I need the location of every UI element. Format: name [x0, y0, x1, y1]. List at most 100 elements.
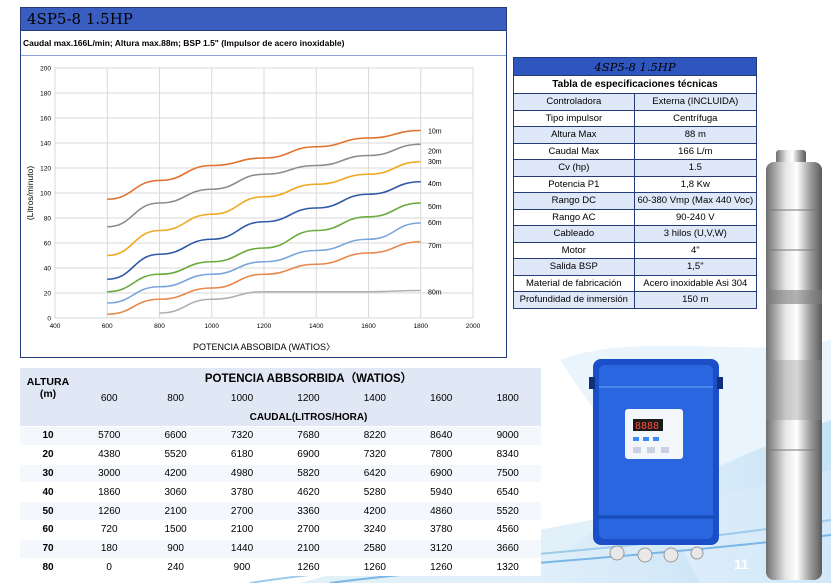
spec-row: Rango DC 60-380 Vmp (Max 440 Voc) [513, 192, 758, 210]
flow-cell: 5700 [76, 426, 143, 446]
x-tick-label: 800 [154, 323, 165, 330]
altura-cell: 10 [20, 426, 76, 446]
spec-row: Material de fabricación Acero inoxidable … [513, 274, 758, 292]
spec-label: Rango DC [513, 192, 635, 210]
flow-cell: 180 [76, 538, 143, 559]
flow-cell: 4860 [408, 501, 475, 521]
flow-cell: 1260 [76, 501, 143, 521]
series-label: 20m [428, 148, 442, 155]
flow-cell: 3060 [142, 482, 209, 502]
flow-cell: 7320 [341, 444, 409, 465]
spec-label: Profundidad de inmersión [513, 291, 635, 309]
flow-cell: 7500 [474, 463, 541, 483]
spec-row: Controladora Externa (INCLUIDA) [513, 93, 758, 111]
y-tick-label: 20 [44, 291, 52, 298]
pump-curve-panel: 4SP5-8 1.5HP Caudal max.166L/min; Altura… [20, 7, 507, 358]
altura-header: ALTURA (m) [20, 368, 76, 408]
y-tick-label: 0 [47, 316, 51, 323]
spec-table: 4SP5-8 1.5HP Tabla de especificaciones t… [513, 57, 758, 309]
x-tick-label: 400 [50, 323, 61, 330]
flow-cell: 8340 [474, 444, 541, 465]
spec-value: Externa (INCLUIDA) [633, 93, 758, 111]
series-label: 10m [428, 129, 442, 136]
flow-cell: 1260 [341, 557, 409, 577]
spec-value: 166 L/m [633, 142, 758, 160]
flow-cell: 2100 [208, 519, 276, 540]
series-line-40m [107, 180, 421, 281]
flow-cell: 7320 [208, 426, 276, 446]
altura-cell: 70 [20, 538, 76, 559]
flow-cell: 5280 [341, 482, 409, 502]
series-line-20m [107, 143, 421, 228]
flow-cell: 6540 [474, 482, 541, 502]
flow-cell: 4620 [275, 482, 342, 502]
spec-label: Controladora [513, 93, 635, 111]
y-tick-label: 200 [40, 66, 51, 73]
spec-label: Salida BSP [513, 258, 635, 276]
flow-row: 20 4380 5520 6180 6900 7320 7800 8340 [20, 444, 541, 465]
flow-cell: 5820 [275, 463, 342, 483]
y-tick-label: 80 [44, 216, 52, 223]
flow-cell: 9000 [474, 426, 541, 446]
spec-label: Tipo impulsor [513, 109, 635, 127]
flow-cell: 1500 [142, 519, 209, 540]
chart-panel-subtitle: Caudal max.166L/min; Altura max.88m; BSP… [21, 31, 506, 56]
x-tick-label: 2000 [466, 323, 481, 330]
controller-box-image: 8888 [589, 359, 723, 563]
spec-row: Motor 4" [513, 241, 758, 259]
spec-table-subtitle: Tabla de especificaciones técnicas [513, 75, 757, 94]
flow-cell: 1260 [408, 557, 475, 577]
series-label: 50m [428, 204, 442, 211]
flow-cell: 4200 [142, 463, 209, 483]
series-line-60m [107, 222, 421, 304]
spec-row: Cableado 3 hilos (U,V,W) [513, 225, 758, 243]
series-line-10m [107, 129, 421, 201]
series-line-70m [107, 240, 421, 316]
flow-cell: 1260 [275, 557, 342, 577]
spec-table-title: 4SP5-8 1.5HP [513, 57, 757, 76]
flow-cell: 1440 [208, 538, 276, 559]
flow-cell: 900 [208, 557, 276, 577]
flow-cell: 7680 [275, 426, 342, 446]
spec-row: Caudal Max 166 L/m [513, 142, 758, 160]
flow-row: 10 5700 6600 7320 7680 8220 8640 9000 [20, 426, 541, 446]
spec-label: Potencia P1 [513, 175, 635, 193]
spec-value: 1.5 [633, 159, 758, 177]
spec-value: Acero inoxidable Asi 304 [633, 274, 758, 292]
spec-row: Profundidad de inmersión 150 m [513, 291, 758, 309]
flow-cell: 8220 [341, 426, 409, 446]
flow-cell: 6420 [341, 463, 409, 483]
flow-cell: 4560 [474, 519, 541, 540]
spec-value: 60-380 Vmp (Max 440 Voc) [633, 192, 758, 210]
caudal-header: CAUDAL(LITROS/HORA) [76, 408, 541, 427]
y-tick-label: 120 [40, 166, 51, 173]
flow-table: ALTURA (m) POTENCIA ABBSORBIDA（WATIOS） 6… [20, 368, 541, 577]
flow-cell: 8640 [408, 426, 475, 446]
flow-cell: 900 [142, 538, 209, 559]
flow-cell: 6900 [275, 444, 342, 465]
flow-cell: 2100 [142, 501, 209, 521]
spec-label: Motor [513, 241, 635, 259]
series-label: 30m [428, 159, 442, 166]
spec-row: Potencia P1 1,8 Kw [513, 175, 758, 193]
power-column-header: 1400 [341, 388, 409, 408]
flow-cell: 4380 [76, 444, 143, 465]
page-number: 11 [734, 556, 749, 572]
spec-label: Material de fabricación [513, 274, 635, 292]
power-column-header: 1000 [208, 388, 276, 408]
power-header: POTENCIA ABBSORBIDA（WATIOS） [76, 368, 541, 388]
flow-cell: 3000 [76, 463, 143, 483]
power-column-header: 800 [142, 388, 209, 408]
spec-value: 1,5" [633, 258, 758, 276]
flow-cell: 240 [142, 557, 209, 577]
flow-cell: 3780 [408, 519, 475, 540]
flow-row: 30 3000 4200 4980 5820 6420 6900 7500 [20, 463, 541, 483]
flow-cell: 1860 [76, 482, 143, 502]
spec-value: 3 hilos (U,V,W) [633, 225, 758, 243]
y-axis-label: (Litros/minuto) [25, 166, 35, 220]
flow-row: 60 720 1500 2100 2700 3240 3780 4560 [20, 519, 541, 540]
altura-cell: 80 [20, 557, 76, 577]
flow-cell: 3240 [341, 519, 409, 540]
controller-display: 8888 [635, 421, 659, 432]
flow-row: 80 0 240 900 1260 1260 1260 1320 [20, 557, 541, 577]
